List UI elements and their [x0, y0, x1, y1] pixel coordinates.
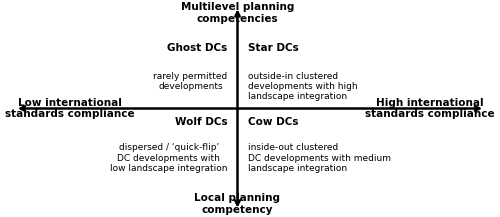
- Text: Local planning
competency: Local planning competency: [194, 193, 280, 215]
- Text: inside-out clustered
DC developments with medium
landscape integration: inside-out clustered DC developments wit…: [248, 143, 390, 173]
- Text: Star DCs: Star DCs: [248, 43, 298, 53]
- Text: Wolf DCs: Wolf DCs: [175, 117, 228, 127]
- Text: outside-in clustered
developments with high
landscape integration: outside-in clustered developments with h…: [248, 72, 357, 101]
- Text: Multilevel planning
competencies: Multilevel planning competencies: [181, 2, 294, 24]
- Text: High international
standards compliance: High international standards compliance: [366, 98, 495, 119]
- Text: dispersed / ‘quick-flip’
DC developments with
low landscape integration: dispersed / ‘quick-flip’ DC developments…: [110, 143, 228, 173]
- Text: rarely permitted
developments: rarely permitted developments: [153, 72, 228, 91]
- Text: Cow DCs: Cow DCs: [248, 117, 298, 127]
- Text: Low international
standards compliance: Low international standards compliance: [5, 98, 134, 119]
- Text: Ghost DCs: Ghost DCs: [167, 43, 228, 53]
